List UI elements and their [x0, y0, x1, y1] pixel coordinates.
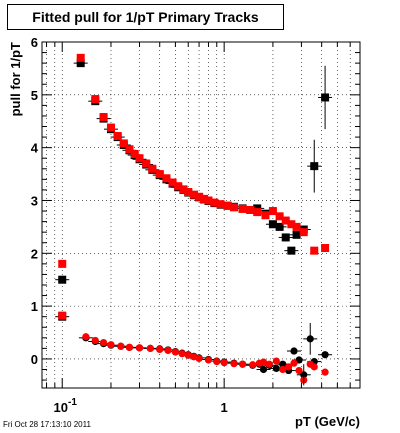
- x-tick-label: 1: [221, 400, 228, 415]
- data-point: [204, 356, 213, 364]
- data-point: [130, 149, 139, 158]
- data-point: [281, 216, 290, 225]
- y-tick-label: 0: [31, 352, 38, 367]
- data-point: [213, 357, 221, 366]
- data-point: [268, 207, 277, 216]
- data-point: [119, 139, 128, 148]
- data-point: [210, 198, 219, 207]
- data-point: [281, 233, 290, 242]
- data-point: [107, 341, 115, 349]
- data-point: [99, 338, 108, 347]
- data-point: [253, 208, 262, 217]
- data-point: [58, 259, 67, 268]
- data-point: [168, 178, 177, 187]
- x-axis-title: pT (GeV/c): [295, 414, 360, 429]
- data-point: [223, 201, 232, 210]
- data-point: [259, 365, 268, 374]
- data-point: [292, 222, 301, 231]
- data-point: [125, 343, 134, 351]
- data-point: [184, 188, 193, 197]
- data-point: [261, 211, 270, 220]
- footer-timestamp: Fri Oct 28 17:13:10 2011: [3, 420, 91, 429]
- x-tick-label: 10-1: [54, 397, 78, 415]
- data-point: [195, 354, 203, 363]
- data-point: [174, 182, 183, 191]
- data-point: [164, 346, 172, 355]
- data-point: [295, 366, 303, 375]
- data-point: [265, 360, 273, 368]
- chart-title-box: Fitted pull for 1/pT Primary Tracks: [7, 4, 284, 30]
- data-point: [184, 351, 192, 359]
- data-point: [99, 113, 108, 122]
- data-points: [55, 53, 333, 386]
- data-point: [259, 358, 268, 366]
- data-point: [299, 228, 308, 237]
- data-point: [135, 154, 144, 163]
- data-point: [58, 311, 67, 320]
- data-point: [106, 123, 115, 132]
- data-point: [162, 174, 171, 183]
- data-point: [290, 359, 298, 367]
- data-point: [275, 222, 284, 231]
- data-point: [287, 220, 296, 229]
- data-point: [229, 203, 238, 212]
- data-point: [178, 350, 186, 358]
- data-point: [239, 360, 247, 368]
- y-tick-label: 6: [31, 35, 38, 50]
- data-point: [125, 145, 134, 154]
- data-point: [199, 194, 208, 203]
- y-tick-label: 3: [31, 193, 38, 208]
- data-point: [135, 344, 144, 352]
- data-point: [275, 212, 284, 221]
- data-point: [142, 159, 151, 168]
- y-tick-label: 5: [31, 88, 38, 103]
- data-point: [230, 360, 238, 368]
- data-point: [82, 333, 90, 341]
- data-point: [220, 359, 228, 367]
- plot-frame: [41, 41, 361, 389]
- data-point: [321, 351, 329, 359]
- y-tick-label: 1: [31, 299, 38, 314]
- y-tick-label: 4: [31, 141, 39, 156]
- data-point: [292, 230, 301, 239]
- data-point: [76, 59, 85, 68]
- data-point: [249, 361, 257, 369]
- data-point: [204, 196, 213, 205]
- data-point: [321, 244, 330, 253]
- tick-marks: [42, 41, 360, 388]
- chart-title: Fitted pull for 1/pT Primary Tracks: [32, 9, 259, 25]
- data-point: [216, 200, 225, 209]
- data-point: [272, 364, 280, 373]
- data-point: [179, 185, 188, 194]
- data-point: [76, 53, 85, 62]
- data-point: [268, 220, 277, 229]
- data-point: [287, 246, 296, 255]
- data-point: [58, 275, 67, 284]
- data-point: [195, 192, 204, 201]
- data-point: [91, 336, 99, 345]
- data-point: [148, 164, 157, 173]
- y-tick-label: 2: [31, 246, 38, 261]
- data-point: [310, 246, 319, 255]
- data-point: [310, 363, 318, 371]
- data-point: [91, 95, 100, 104]
- data-point: [279, 360, 287, 368]
- data-point: [290, 347, 298, 355]
- data-point: [156, 345, 164, 354]
- tick-labels: 0 1 2 3 4 5 6 10-1 1: [31, 35, 228, 415]
- data-point: [279, 365, 287, 374]
- data-point: [117, 342, 125, 350]
- data-point: [272, 357, 280, 365]
- data-point: [113, 132, 122, 141]
- data-point: [171, 348, 180, 356]
- y-axis-title: pull for 1/pT: [8, 42, 23, 116]
- data-point: [189, 190, 198, 199]
- data-point: [146, 344, 154, 352]
- data-point: [246, 205, 255, 214]
- data-point: [285, 363, 293, 371]
- data-point: [238, 204, 247, 213]
- data-point: [321, 368, 329, 376]
- data-point: [155, 170, 164, 179]
